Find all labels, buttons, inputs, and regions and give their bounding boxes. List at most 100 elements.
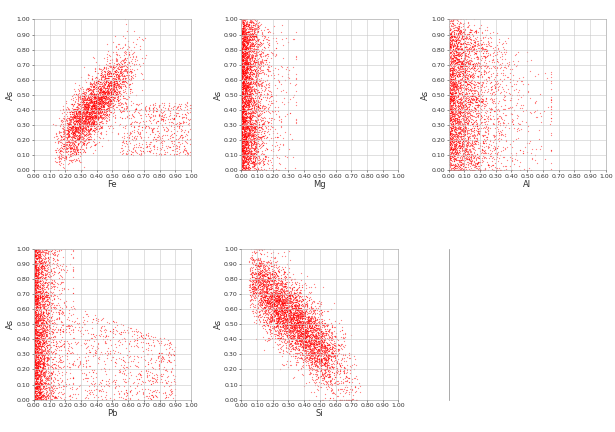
Point	[106, 90, 116, 97]
Point	[478, 35, 488, 41]
Point	[273, 267, 283, 274]
Point	[253, 70, 263, 76]
Point	[286, 340, 296, 347]
Point	[447, 146, 457, 153]
Point	[444, 65, 454, 72]
Point	[39, 330, 49, 337]
Point	[73, 141, 83, 148]
Point	[31, 384, 41, 391]
Point	[474, 154, 483, 161]
Point	[464, 134, 474, 141]
Point	[82, 99, 92, 106]
Point	[274, 160, 284, 167]
Point	[67, 111, 77, 118]
Point	[30, 290, 39, 297]
Point	[245, 72, 255, 79]
Point	[264, 165, 274, 172]
Point	[39, 359, 49, 366]
Point	[275, 304, 285, 311]
Point	[241, 123, 251, 130]
Point	[104, 102, 114, 109]
Point	[247, 281, 257, 288]
Point	[259, 292, 269, 299]
Point	[30, 336, 40, 343]
Point	[241, 102, 251, 108]
Point	[472, 79, 482, 86]
Point	[181, 99, 191, 106]
Point	[30, 336, 39, 343]
Point	[445, 74, 454, 81]
Point	[243, 29, 253, 36]
Point	[240, 32, 250, 39]
Point	[498, 67, 508, 74]
Point	[314, 357, 323, 364]
Point	[29, 358, 39, 365]
Point	[255, 281, 265, 288]
Point	[30, 309, 39, 316]
Point	[36, 308, 46, 315]
Point	[50, 364, 60, 371]
Point	[31, 257, 41, 264]
Point	[464, 157, 474, 164]
Point	[279, 321, 288, 328]
Point	[252, 102, 261, 109]
Point	[312, 341, 322, 348]
Point	[128, 358, 138, 365]
Point	[461, 59, 471, 66]
Point	[301, 346, 311, 353]
Point	[335, 374, 345, 381]
Point	[298, 331, 308, 338]
Point	[250, 54, 260, 61]
Point	[445, 49, 455, 56]
Point	[33, 313, 42, 320]
Point	[98, 95, 108, 102]
Point	[236, 54, 246, 61]
Point	[39, 347, 49, 354]
Point	[89, 117, 98, 124]
Point	[240, 49, 250, 56]
Point	[97, 101, 107, 108]
Point	[237, 65, 247, 72]
Point	[245, 42, 255, 49]
Point	[82, 100, 92, 107]
Point	[252, 124, 262, 131]
Point	[77, 324, 87, 331]
Point	[300, 327, 310, 334]
Point	[41, 247, 51, 254]
Point	[66, 158, 76, 165]
Point	[239, 63, 248, 70]
Point	[77, 118, 87, 125]
Point	[118, 43, 128, 50]
Point	[72, 121, 82, 128]
Point	[113, 73, 123, 79]
Point	[289, 301, 299, 308]
Point	[245, 35, 255, 42]
Point	[247, 75, 257, 82]
Point	[31, 269, 41, 276]
Point	[497, 131, 507, 138]
Point	[47, 300, 57, 307]
Point	[536, 119, 546, 126]
Point	[97, 128, 106, 135]
Point	[34, 259, 44, 266]
Point	[266, 250, 276, 257]
Point	[444, 63, 454, 70]
Point	[250, 268, 260, 275]
Point	[66, 115, 76, 122]
Point	[241, 26, 251, 33]
Point	[72, 118, 82, 124]
Point	[58, 142, 68, 149]
Point	[457, 140, 467, 147]
Point	[58, 163, 68, 170]
Point	[97, 86, 106, 93]
Point	[84, 99, 93, 106]
Point	[458, 113, 467, 120]
Point	[86, 89, 96, 95]
Point	[57, 117, 67, 124]
Point	[448, 109, 458, 116]
Point	[243, 131, 253, 138]
Point	[237, 68, 247, 75]
Point	[31, 297, 41, 304]
Point	[81, 104, 91, 111]
Point	[237, 67, 247, 74]
